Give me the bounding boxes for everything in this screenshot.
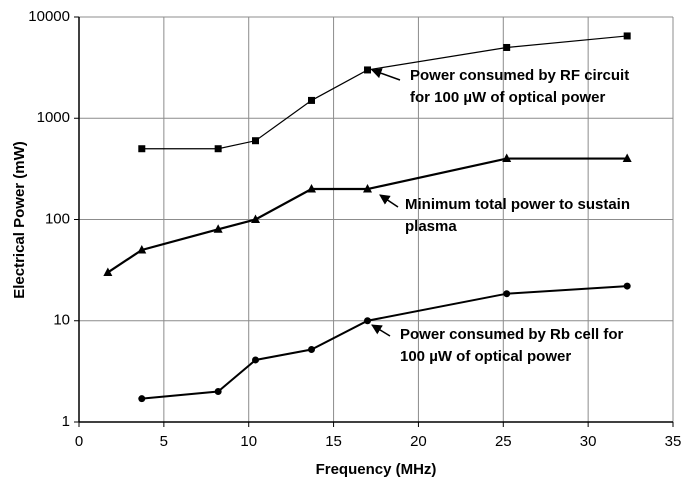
x-tick-label: 10: [240, 433, 257, 450]
marker: [138, 145, 146, 153]
marker: [251, 214, 261, 223]
y-tick-label: 10: [53, 312, 70, 329]
series-line: [107, 157, 628, 274]
x-tick-label: 0: [75, 433, 83, 450]
marker: [364, 66, 372, 74]
marker: [364, 317, 372, 325]
marker: [623, 282, 631, 290]
x-tick-label: 5: [160, 433, 168, 450]
marker: [308, 346, 316, 354]
y-axis-title: Electrical Power (mW): [11, 141, 28, 299]
y-tick-label: 100: [45, 210, 70, 227]
x-tick-label: 20: [410, 433, 427, 450]
x-tick-label: 35: [665, 433, 682, 450]
marker: [308, 96, 316, 104]
y-tick-label: 1: [62, 413, 70, 430]
arrow: [371, 324, 391, 337]
annotation: plasma: [405, 218, 457, 235]
marker: [307, 184, 317, 193]
x-tick-label: 30: [580, 433, 597, 450]
marker: [252, 137, 260, 145]
marker: [213, 224, 223, 233]
marker: [103, 267, 113, 276]
x-axis-title: Frequency (MHz): [316, 461, 437, 478]
annotation: Power consumed by Rb cell for: [400, 326, 624, 343]
marker: [363, 184, 373, 193]
x-tick-label: 25: [495, 433, 512, 450]
arrow: [371, 68, 401, 81]
marker: [138, 395, 146, 403]
x-tick-label: 15: [325, 433, 342, 450]
y-tick-label: 10000: [28, 8, 70, 25]
marker: [502, 153, 512, 163]
marker: [623, 32, 631, 40]
marker: [503, 43, 511, 51]
annotation: 100 µW of optical power: [400, 348, 571, 365]
marker: [214, 145, 222, 153]
marker: [214, 388, 222, 396]
marker: [252, 356, 260, 364]
annotation: Power consumed by RF circuit: [410, 67, 629, 84]
arrow: [379, 194, 399, 208]
marker: [503, 290, 511, 298]
marker: [622, 153, 632, 163]
annotation-arrows: [371, 68, 401, 337]
annotation: for 100 µW of optical power: [410, 89, 605, 106]
annotation: Minimum total power to sustain: [405, 196, 630, 213]
y-tick-label: 1000: [37, 109, 70, 126]
marker: [137, 244, 147, 254]
